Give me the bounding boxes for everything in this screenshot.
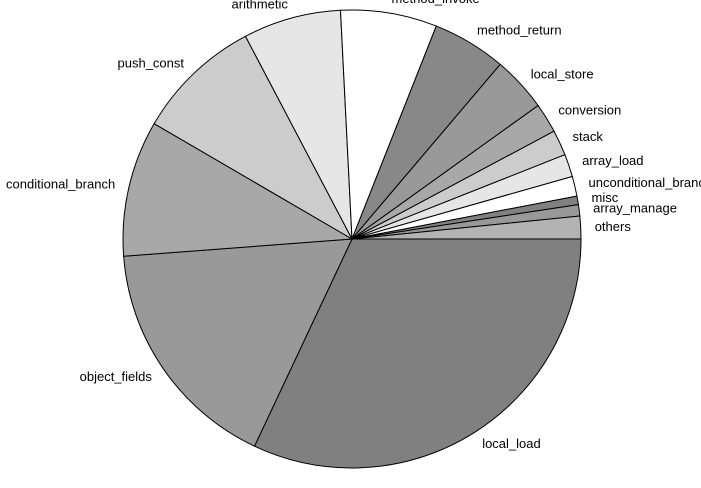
slice-label-unconditional-branch: unconditional_branch xyxy=(589,175,701,190)
pie-slice-conditional-branch xyxy=(122,122,354,257)
slice-label-local-store: local_store xyxy=(531,66,594,81)
slice-label-misc: misc xyxy=(592,190,619,205)
slice-label-arithmetic: arithmetic xyxy=(232,0,289,12)
slice-label-stack: stack xyxy=(573,129,604,144)
slice-label-conversion: conversion xyxy=(558,103,621,118)
slice-label-array-load: array_load xyxy=(582,153,643,168)
pie-labels: local_load object_fields conditional_branc… xyxy=(6,0,701,451)
slice-label-method-invoke: method_invoke xyxy=(392,0,480,6)
pie-slices xyxy=(122,9,582,469)
pie-slice-local-load xyxy=(253,238,582,469)
pie-slice-object-fields xyxy=(123,238,353,447)
pie-slice-others xyxy=(351,215,582,240)
slice-label-local-load: local_load xyxy=(482,436,541,451)
pie-slice-push-const xyxy=(153,35,354,241)
slice-label-method-return: method_return xyxy=(477,23,562,38)
slice-label-array-manage: array_manage xyxy=(593,201,677,216)
slice-label-push-const: push_const xyxy=(118,55,185,70)
slice-label-others: others xyxy=(595,219,632,234)
slice-label-conditional-branch: conditional_branch xyxy=(6,177,115,192)
slice-label-object-fields: object_fields xyxy=(80,369,153,384)
